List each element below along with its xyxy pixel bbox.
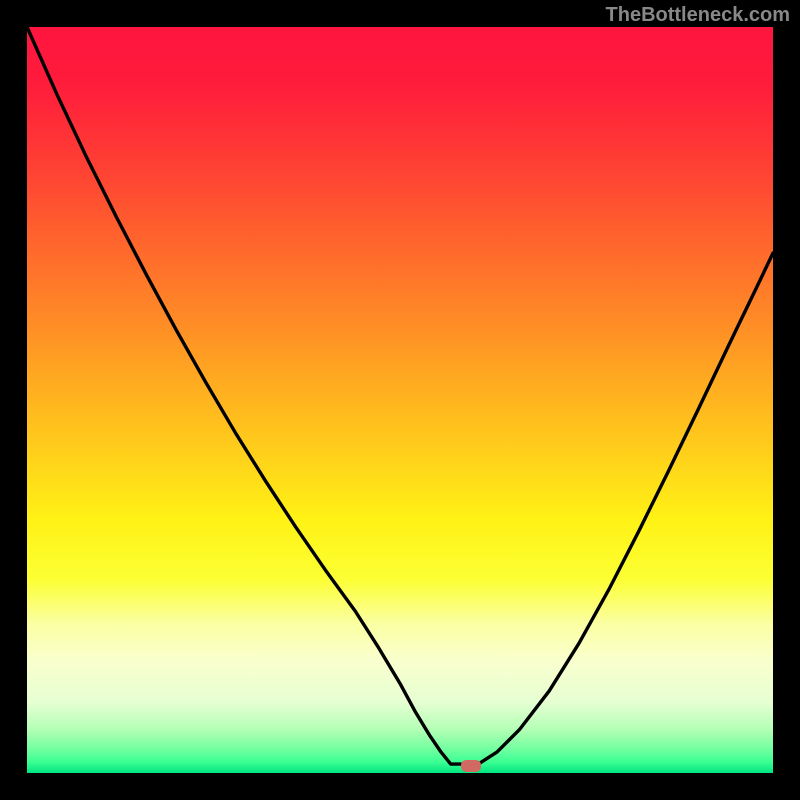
bottleneck-curve xyxy=(27,27,773,773)
watermark-text: TheBottleneck.com xyxy=(606,4,790,27)
optimum-marker xyxy=(461,760,481,772)
chart-plot-area xyxy=(27,27,773,773)
